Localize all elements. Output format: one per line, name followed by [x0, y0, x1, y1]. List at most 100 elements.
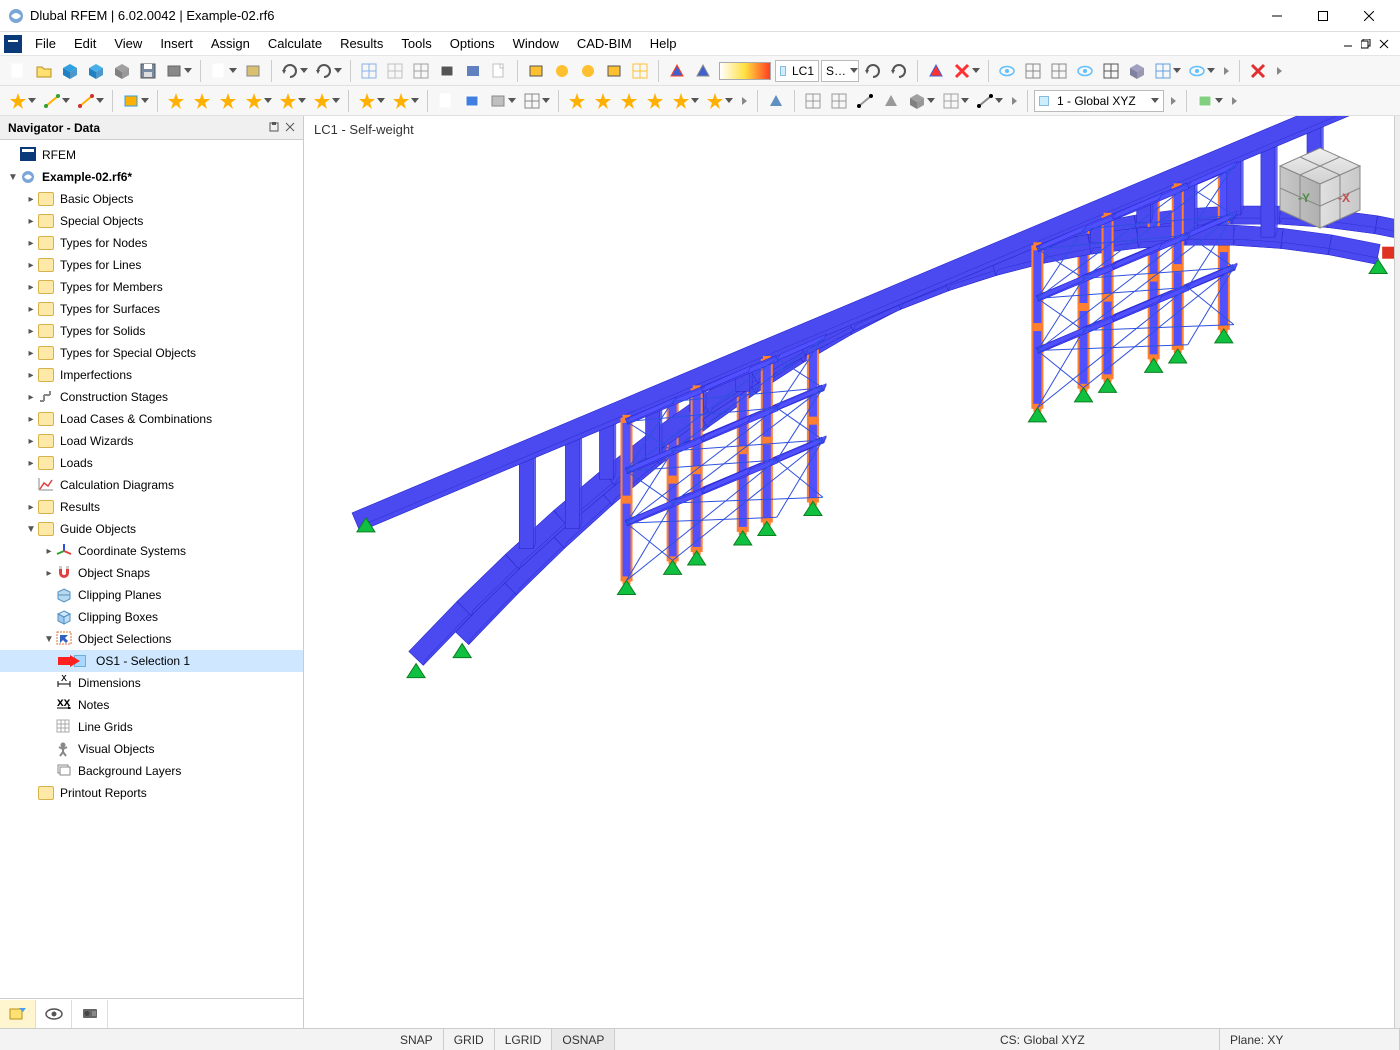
menu-window[interactable]: Window: [504, 33, 568, 54]
loadcase-short-combo[interactable]: S…: [821, 60, 859, 82]
tree-item-2[interactable]: ▸Types for Nodes: [0, 232, 303, 254]
snap-toggle-button[interactable]: [995, 59, 1019, 83]
maximize-button[interactable]: [1300, 1, 1346, 31]
report-button[interactable]: [487, 59, 511, 83]
star-s5-button[interactable]: [276, 89, 308, 113]
overflow-icon[interactable]: [1166, 97, 1180, 105]
star-s1-button[interactable]: [164, 89, 188, 113]
load-color-scale[interactable]: [719, 62, 771, 80]
star-l6-button[interactable]: [703, 89, 735, 113]
star-l3-button[interactable]: [617, 89, 641, 113]
tree-guide-0[interactable]: ▸Coordinate Systems: [0, 540, 303, 562]
tree-tail-1[interactable]: xxNotes: [0, 694, 303, 716]
navigator-tree[interactable]: RFEM▼Example-02.rf6*▸Basic Objects▸Speci…: [0, 140, 303, 998]
lc-next-button[interactable]: [887, 59, 911, 83]
star-member-button[interactable]: [74, 89, 106, 113]
mdi-icon[interactable]: [4, 35, 22, 53]
copy-button[interactable]: [207, 59, 239, 83]
tree-item-1[interactable]: ▸Special Objects: [0, 210, 303, 232]
status-snap[interactable]: SNAP: [390, 1029, 444, 1050]
star-s4-button[interactable]: [242, 89, 274, 113]
tree-tail-4[interactable]: Background Layers: [0, 760, 303, 782]
view-wire-button[interactable]: [1151, 59, 1183, 83]
tree-file[interactable]: ▼Example-02.rf6*: [0, 166, 303, 188]
curve-button[interactable]: [853, 89, 877, 113]
select-all-button[interactable]: [628, 59, 652, 83]
undo-button[interactable]: [278, 59, 310, 83]
redo-button[interactable]: [312, 59, 344, 83]
lc-prev-button[interactable]: [861, 59, 885, 83]
table-nodes-button[interactable]: [357, 59, 381, 83]
menu-insert[interactable]: Insert: [151, 33, 202, 54]
xxx1-button[interactable]: [1021, 59, 1045, 83]
extrude-button[interactable]: [486, 89, 518, 113]
viewport-splitter[interactable]: [1394, 116, 1400, 1028]
tree-item-0[interactable]: ▸Basic Objects: [0, 188, 303, 210]
status-grid[interactable]: GRID: [444, 1029, 495, 1050]
workplane-button[interactable]: [1193, 89, 1225, 113]
tree-item-14[interactable]: ▸Results: [0, 496, 303, 518]
box-button[interactable]: [905, 89, 937, 113]
navigator-close-icon[interactable]: [285, 121, 295, 135]
loadcase-combo[interactable]: LC1: [775, 60, 819, 82]
intersect-button[interactable]: [520, 89, 552, 113]
xxx2-button[interactable]: [1047, 59, 1071, 83]
view-grid-button[interactable]: [1099, 59, 1123, 83]
tree-guide-2[interactable]: Clipping Planes: [0, 584, 303, 606]
tree-guide-3[interactable]: Clipping Boxes: [0, 606, 303, 628]
nav-tab-display-icon[interactable]: [36, 1000, 72, 1028]
open-button[interactable]: [32, 59, 56, 83]
save-as-button[interactable]: [110, 59, 134, 83]
tree-item-5[interactable]: ▸Types for Surfaces: [0, 298, 303, 320]
print-button[interactable]: [162, 59, 194, 83]
close-button[interactable]: [1346, 1, 1392, 31]
star-l5-button[interactable]: [669, 89, 701, 113]
new-model-button[interactable]: [6, 59, 30, 83]
overflow-icon[interactable]: [1007, 97, 1021, 105]
line-d-button[interactable]: [973, 89, 1005, 113]
status-plane[interactable]: Plane: XY: [1220, 1029, 1400, 1050]
tree-tail-2[interactable]: Line Grids: [0, 716, 303, 738]
results-values-button[interactable]: [950, 59, 982, 83]
tree-tail-0[interactable]: xDimensions: [0, 672, 303, 694]
mdi-minimize-icon[interactable]: [1340, 36, 1356, 52]
select-cross-button[interactable]: [576, 59, 600, 83]
overflow-icon[interactable]: [737, 97, 751, 105]
star-f2-button[interactable]: [389, 89, 421, 113]
tree-item-4[interactable]: ▸Types for Members: [0, 276, 303, 298]
coordinate-system-combo[interactable]: 1 - Global XYZ: [1034, 90, 1164, 112]
table-lines-button[interactable]: [383, 59, 407, 83]
grid-button[interactable]: [939, 89, 971, 113]
block-manager-button[interactable]: [58, 59, 82, 83]
star-f1-button[interactable]: [355, 89, 387, 113]
mdi-close-icon[interactable]: [1376, 36, 1392, 52]
star-s6-button[interactable]: [310, 89, 342, 113]
mdi-restore-icon[interactable]: [1358, 36, 1374, 52]
script-button[interactable]: [461, 59, 485, 83]
tree-item-8[interactable]: ▸Imperfections: [0, 364, 303, 386]
save-disk-button[interactable]: [136, 59, 160, 83]
menu-results[interactable]: Results: [331, 33, 392, 54]
menu-cadbim[interactable]: CAD-BIM: [568, 33, 641, 54]
save-button[interactable]: [84, 59, 108, 83]
delete-button[interactable]: [1246, 59, 1270, 83]
copy-geom-button[interactable]: [434, 89, 458, 113]
star-node-button[interactable]: [6, 89, 38, 113]
table-members-button[interactable]: [409, 59, 433, 83]
menu-help[interactable]: Help: [641, 33, 686, 54]
menu-tools[interactable]: Tools: [392, 33, 440, 54]
tree-item-12[interactable]: ▸Loads: [0, 452, 303, 474]
angle-button[interactable]: [879, 89, 903, 113]
tree-item-10[interactable]: ▸Load Cases & Combinations: [0, 408, 303, 430]
view-xxx-button[interactable]: [1073, 59, 1097, 83]
tree-item-11[interactable]: ▸Load Wizards: [0, 430, 303, 452]
model-viewport[interactable]: LC1 - Self-weight -Y -X: [304, 116, 1400, 1028]
mirror-button[interactable]: [460, 89, 484, 113]
status-cs[interactable]: CS: Global XYZ: [990, 1029, 1220, 1050]
select-touch-button[interactable]: [602, 59, 626, 83]
star-line-button[interactable]: [40, 89, 72, 113]
star-l2-button[interactable]: [591, 89, 615, 113]
view-render-button[interactable]: [1185, 59, 1217, 83]
dim-h-button[interactable]: [801, 89, 825, 113]
overflow-icon[interactable]: [1219, 67, 1233, 75]
